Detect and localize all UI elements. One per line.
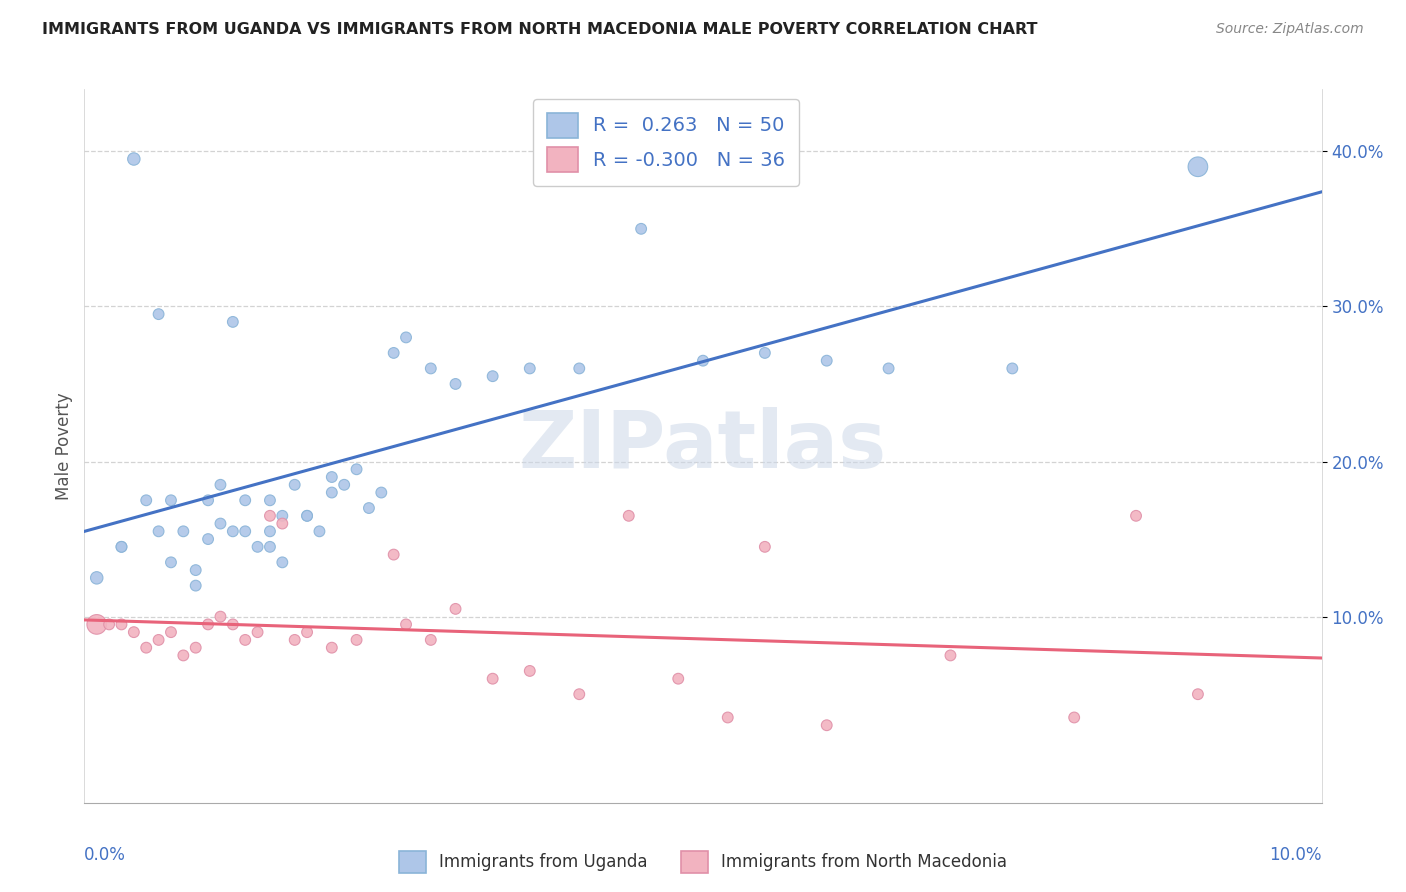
Point <box>259 540 281 554</box>
Point <box>160 493 183 508</box>
Point <box>321 485 343 500</box>
Text: Source: ZipAtlas.com: Source: ZipAtlas.com <box>1216 22 1364 37</box>
Point <box>346 632 368 647</box>
Point <box>357 501 380 516</box>
Point <box>233 524 256 539</box>
Point <box>754 540 776 554</box>
Point <box>160 555 183 569</box>
Point <box>481 369 503 384</box>
Point <box>877 361 900 376</box>
Point <box>346 462 368 476</box>
Point <box>419 361 441 376</box>
Point <box>184 640 207 655</box>
Point <box>519 361 541 376</box>
Point <box>321 470 343 484</box>
Point <box>271 516 294 531</box>
Point <box>135 493 157 508</box>
Point <box>222 524 245 539</box>
Point <box>209 516 232 531</box>
Point <box>481 672 503 686</box>
Point <box>184 579 207 593</box>
Point <box>259 508 281 523</box>
Point <box>259 493 281 508</box>
Point <box>148 632 170 647</box>
Point <box>284 632 307 647</box>
Point <box>209 477 232 491</box>
Point <box>568 687 591 701</box>
Point <box>197 493 219 508</box>
Point <box>939 648 962 663</box>
Point <box>86 571 108 585</box>
Point <box>395 330 418 344</box>
Point <box>419 632 441 647</box>
Point <box>295 625 318 640</box>
Point <box>395 617 418 632</box>
Point <box>271 508 294 523</box>
Point <box>172 524 194 539</box>
Point <box>1063 710 1085 724</box>
Legend: Immigrants from Uganda, Immigrants from North Macedonia: Immigrants from Uganda, Immigrants from … <box>392 845 1014 880</box>
Point <box>222 315 245 329</box>
Point <box>110 617 132 632</box>
Point <box>246 625 269 640</box>
Point <box>382 548 405 562</box>
Text: IMMIGRANTS FROM UGANDA VS IMMIGRANTS FROM NORTH MACEDONIA MALE POVERTY CORRELATI: IMMIGRANTS FROM UGANDA VS IMMIGRANTS FRO… <box>42 22 1038 37</box>
Point <box>148 524 170 539</box>
Y-axis label: Male Poverty: Male Poverty <box>55 392 73 500</box>
Point <box>122 152 145 166</box>
Text: ZIPatlas: ZIPatlas <box>519 407 887 485</box>
Point <box>222 617 245 632</box>
Point <box>284 477 307 491</box>
Point <box>259 524 281 539</box>
Point <box>98 617 121 632</box>
Point <box>184 563 207 577</box>
Point <box>86 617 108 632</box>
Point <box>295 508 318 523</box>
Point <box>519 664 541 678</box>
Point <box>246 540 269 554</box>
Point <box>122 625 145 640</box>
Point <box>382 346 405 360</box>
Point <box>233 493 256 508</box>
Point <box>568 361 591 376</box>
Point <box>1187 160 1209 174</box>
Point <box>295 508 318 523</box>
Point <box>233 632 256 647</box>
Text: 0.0%: 0.0% <box>84 846 127 863</box>
Point <box>148 307 170 321</box>
Point <box>333 477 356 491</box>
Point <box>160 625 183 640</box>
Point <box>1125 508 1147 523</box>
Point <box>692 353 714 368</box>
Point <box>110 540 132 554</box>
Point <box>209 609 232 624</box>
Point <box>1001 361 1024 376</box>
Point <box>370 485 392 500</box>
Point <box>754 346 776 360</box>
Point <box>135 640 157 655</box>
Text: 10.0%: 10.0% <box>1270 846 1322 863</box>
Point <box>630 222 652 236</box>
Point <box>617 508 640 523</box>
Point <box>321 640 343 655</box>
Point <box>1187 687 1209 701</box>
Point <box>172 648 194 663</box>
Point <box>197 532 219 546</box>
Point <box>197 617 219 632</box>
Point <box>444 376 467 391</box>
Legend: R =  0.263   N = 50, R = -0.300   N = 36: R = 0.263 N = 50, R = -0.300 N = 36 <box>533 99 799 186</box>
Point <box>815 353 838 368</box>
Point <box>815 718 838 732</box>
Point <box>271 555 294 569</box>
Point <box>444 602 467 616</box>
Point <box>308 524 330 539</box>
Point <box>717 710 740 724</box>
Point <box>110 540 132 554</box>
Point <box>666 672 689 686</box>
